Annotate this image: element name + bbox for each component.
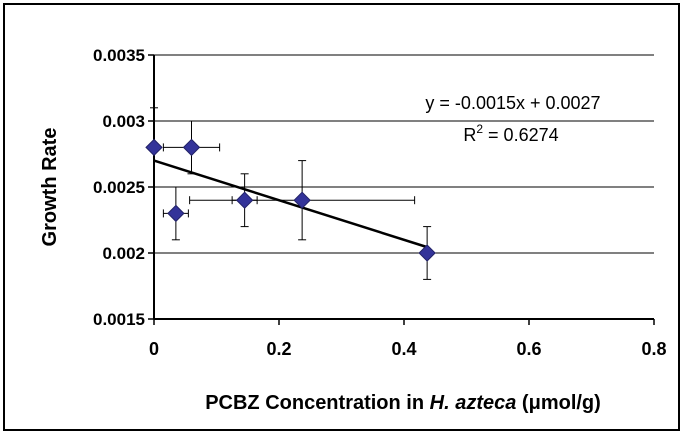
data-points	[145, 138, 436, 262]
data-point	[293, 191, 311, 209]
r-squared-label: R2 = 0.6274	[463, 122, 558, 145]
x-tick-label: 0.4	[391, 339, 416, 359]
regression-equation: y = -0.0015x + 0.0027	[425, 93, 600, 113]
y-tick-label: 0.0015	[93, 310, 145, 329]
x-tick-label: 0.6	[516, 339, 541, 359]
gridlines	[154, 54, 654, 254]
x-tick-label: 0.2	[266, 339, 291, 359]
y-tick-label: 0.0035	[93, 46, 145, 65]
y-tick-label: 0.003	[102, 112, 145, 131]
trendline	[153, 159, 428, 249]
x-tick-label: 0	[149, 339, 159, 359]
x-tick-label: 0.8	[641, 339, 666, 359]
y-axis-title: Growth Rate	[39, 128, 61, 247]
x-axis-title: PCBZ Concentration in H. azteca (μmol/g)	[205, 392, 601, 414]
y-tick-label: 0.0025	[93, 178, 145, 197]
error-bars	[150, 107, 432, 280]
data-point	[235, 191, 254, 209]
data-point	[145, 138, 163, 157]
y-tick-labels: 0.0015 0.002 0.0025 0.003 0.0035	[93, 46, 145, 329]
y-tick-label: 0.002	[102, 244, 145, 263]
x-tick-labels: 0 0.2 0.4 0.6 0.8	[149, 339, 667, 359]
data-point	[167, 204, 185, 223]
data-point	[182, 138, 201, 157]
trendline-group	[153, 159, 428, 249]
data-point	[418, 244, 436, 262]
chart-frame: 0.0015 0.002 0.0025 0.003 0.0035 0 0.2 0.4 0.6 0…	[3, 3, 680, 431]
